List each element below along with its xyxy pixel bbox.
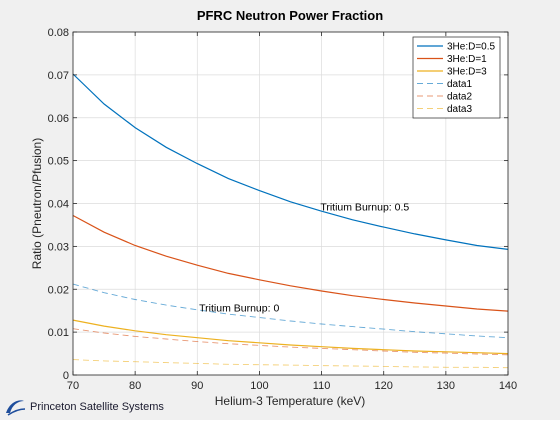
y-tick-label: 0.08 <box>48 27 69 39</box>
legend-label: 3He:D=0.5 <box>447 42 496 53</box>
x-tick-label: 140 <box>499 380 517 392</box>
annotations: Tritium Burnup: 0.5 Tritium Burnup: 0 <box>199 202 409 315</box>
y-tick-label: 0 <box>63 370 69 382</box>
series-line-3He:D=3 <box>72 319 509 355</box>
x-tick-label: 80 <box>129 380 141 392</box>
legend-label: data3 <box>447 104 472 115</box>
swoosh-logo-icon <box>6 400 26 416</box>
series-line-3He:D=1 <box>72 214 509 312</box>
legend-box <box>412 36 501 119</box>
y-tick-label: 0.02 <box>48 284 69 296</box>
x-tick-label: 100 <box>250 380 268 392</box>
series-line-data3 <box>72 359 509 369</box>
y-tick-label: 0.05 <box>48 156 69 168</box>
x-tick-label: 120 <box>375 380 393 392</box>
legend-label: data1 <box>447 79 472 90</box>
y-tick-label: 0.03 <box>48 241 69 253</box>
annotation-label: Tritium Burnup: 0.5 <box>320 202 409 214</box>
series-line-3He:D=0.5 <box>72 73 509 250</box>
x-tick-label: 90 <box>191 380 203 392</box>
y-tick-label: 0.06 <box>48 113 69 125</box>
logo-text: Princeton Satellite Systems <box>30 401 164 413</box>
x-tick-label: 130 <box>437 380 455 392</box>
annotation-label: Tritium Burnup: 0 <box>199 303 279 315</box>
x-tick-label: 110 <box>313 380 331 392</box>
y-tick-label: 0.04 <box>48 199 69 211</box>
x-axis-label: Helium-3 Temperature (keV) <box>215 394 366 408</box>
chart-title: PFRC Neutron Power Fraction <box>197 8 383 23</box>
series-line-data1 <box>72 283 509 339</box>
axis-ticks: 70 80 90 100 110 120 130 140 0 0.01 0.02 0.03 0.04 0.… <box>48 27 518 392</box>
company-logo: Princeton Satellite Systems <box>4 396 164 418</box>
legend-label: 3He:D=3 <box>447 67 487 78</box>
x-tick-label: 70 <box>67 380 79 392</box>
series-line-data2 <box>72 328 509 356</box>
y-tick-label: 0.07 <box>48 70 69 82</box>
legend-label: 3He:D=1 <box>447 54 487 65</box>
y-axis-label: Ratio (Pneutron/Pfusion) <box>30 138 44 269</box>
legend-label: data2 <box>447 92 472 103</box>
y-tick-label: 0.01 <box>48 327 69 339</box>
series-lines <box>72 73 509 369</box>
